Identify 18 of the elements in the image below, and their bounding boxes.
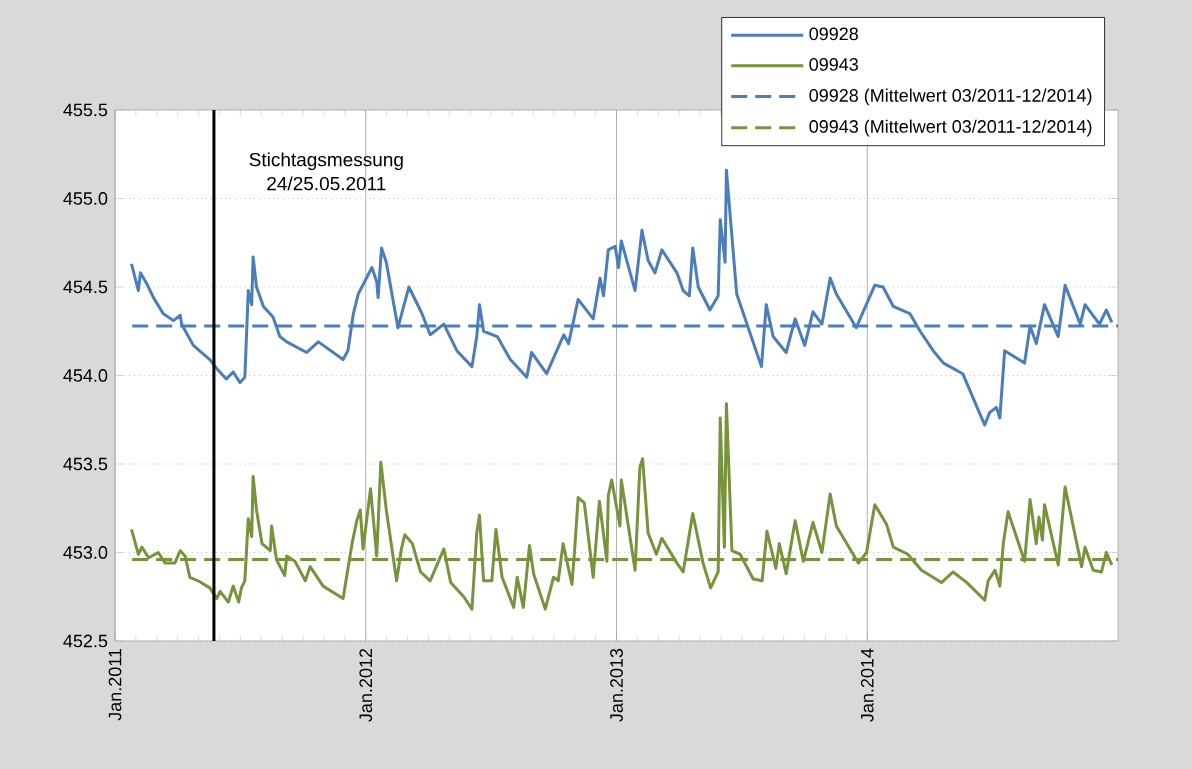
y-tick-label: 454.5	[63, 280, 108, 294]
line-series	[129, 168, 1114, 427]
line-series	[129, 402, 1114, 611]
x-tick-label: Jan.2011	[108, 648, 122, 721]
legend-label: 09928 (Mittelwert 03/2011-12/2014)	[809, 88, 1092, 106]
y-tick-label: 453.5	[63, 457, 108, 471]
x-tick-label: Jan.2013	[610, 648, 623, 722]
y-tick-label: 452.5	[63, 634, 108, 648]
ref-line-label: Stichtagsmessung 24/25.05.2011	[249, 152, 403, 191]
legend-label: 09943 (Mittelwert 03/2011-12/2014)	[809, 119, 1092, 137]
y-tick-label: 454.0	[63, 369, 108, 382]
legend-label: 09928	[809, 27, 858, 41]
x-tick-label: Jan.2014	[860, 648, 874, 722]
x-tick-label: Jan.2012	[359, 648, 373, 722]
y-tick-label: 453.0	[63, 546, 108, 559]
legend-label: 09943	[809, 58, 858, 71]
y-tick-label: 455.5	[63, 103, 108, 117]
y-tick-label: 455.0	[63, 192, 108, 205]
